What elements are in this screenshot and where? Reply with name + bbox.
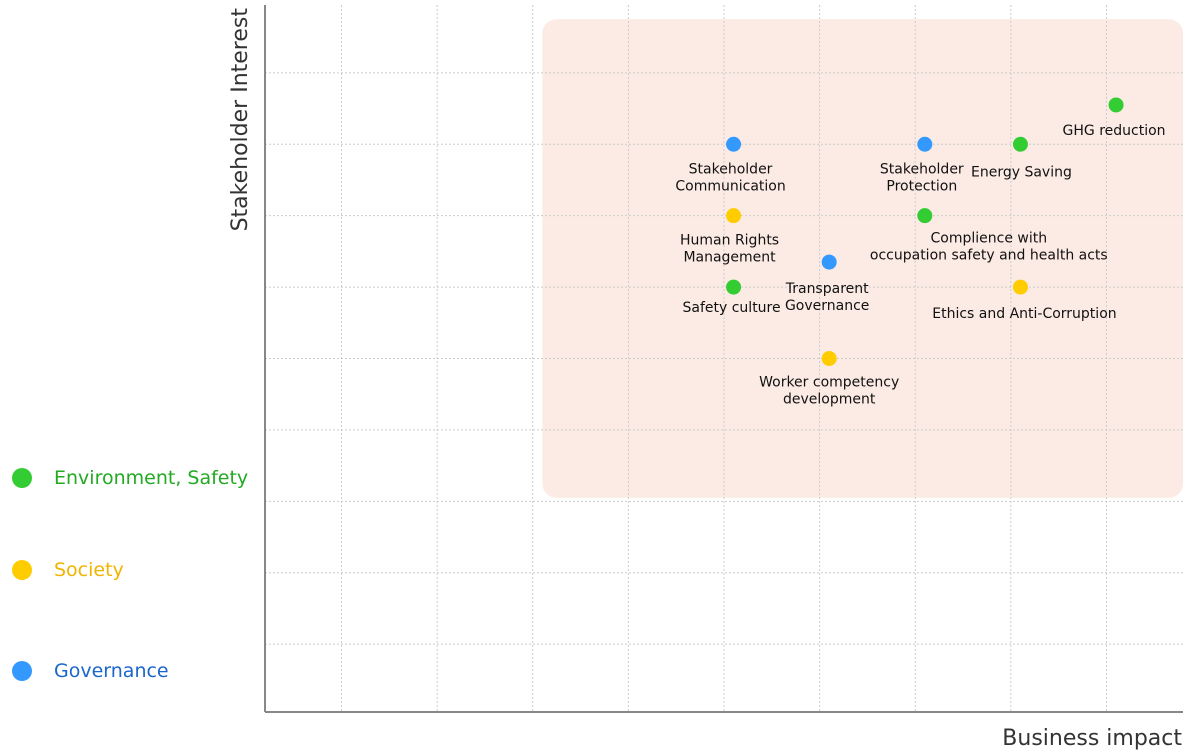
data-point-label: Transparent Governance [785,281,870,314]
data-point-label: Stakeholder Communication [675,161,785,194]
data-point [726,279,742,295]
data-point-label-line: Complience with [931,231,1048,247]
data-point-label-line: occupation safety and health acts [870,248,1108,264]
data-point-label-line: Transparent [785,281,869,297]
data-point-label: Energy Saving [971,164,1072,180]
data-point-label: Complience with occupation safety and hea… [870,231,1108,264]
data-point-label: GHG reduction [1063,123,1166,139]
data-point-label: Safety culture [683,300,781,316]
data-point-label: Ethics and Anti-Corruption [932,306,1116,322]
data-point-label-line: Ethics and Anti-Corruption [932,306,1116,322]
data-point-label-line: Protection [886,178,957,194]
legend-item-society: Society [12,559,124,581]
x-axis-title: Business impact [1002,726,1182,750]
data-point [917,136,933,152]
data-point [821,351,837,366]
data-point-label-line: Management [683,250,776,266]
legend-item-environment-safety: Environment, Safety [12,467,248,489]
data-point-label-line: GHG reduction [1063,123,1166,139]
legend-label-governance: Governance [54,660,169,682]
data-point-label-line: Worker competency [759,375,899,391]
data-point-label: Human Rights Management [680,233,779,266]
data-point [1012,136,1028,152]
data-point [1012,279,1028,295]
y-axis-title: Stakeholder Interest [228,8,253,232]
data-point-label-line: Communication [675,178,785,194]
legend-label-environment-safety: Environment, Safety [54,467,249,489]
data-point-label-line: Stakeholder [880,161,964,177]
legend-dot-society [12,560,32,580]
data-point [1108,97,1124,113]
legend-item-governance: Governance [12,660,169,682]
data-point [917,208,933,224]
data-point-label-line: Safety culture [683,300,781,316]
data-point-label: Worker competency development [759,375,899,408]
legend-label-society: Society [54,559,124,581]
data-point-label-line: Stakeholder [689,161,773,177]
data-point-label-line: Energy Saving [971,164,1072,180]
legend-dot-environment-safety [12,468,32,488]
data-point-label-line: Human Rights [680,233,779,249]
data-point-label: Stakeholder Protection [880,161,964,194]
data-point-label-line: Governance [785,298,869,314]
data-point [726,136,742,152]
data-point-label-line: development [783,392,876,408]
data-point [726,208,742,224]
data-point [821,254,837,270]
legend-dot-governance [12,661,32,681]
